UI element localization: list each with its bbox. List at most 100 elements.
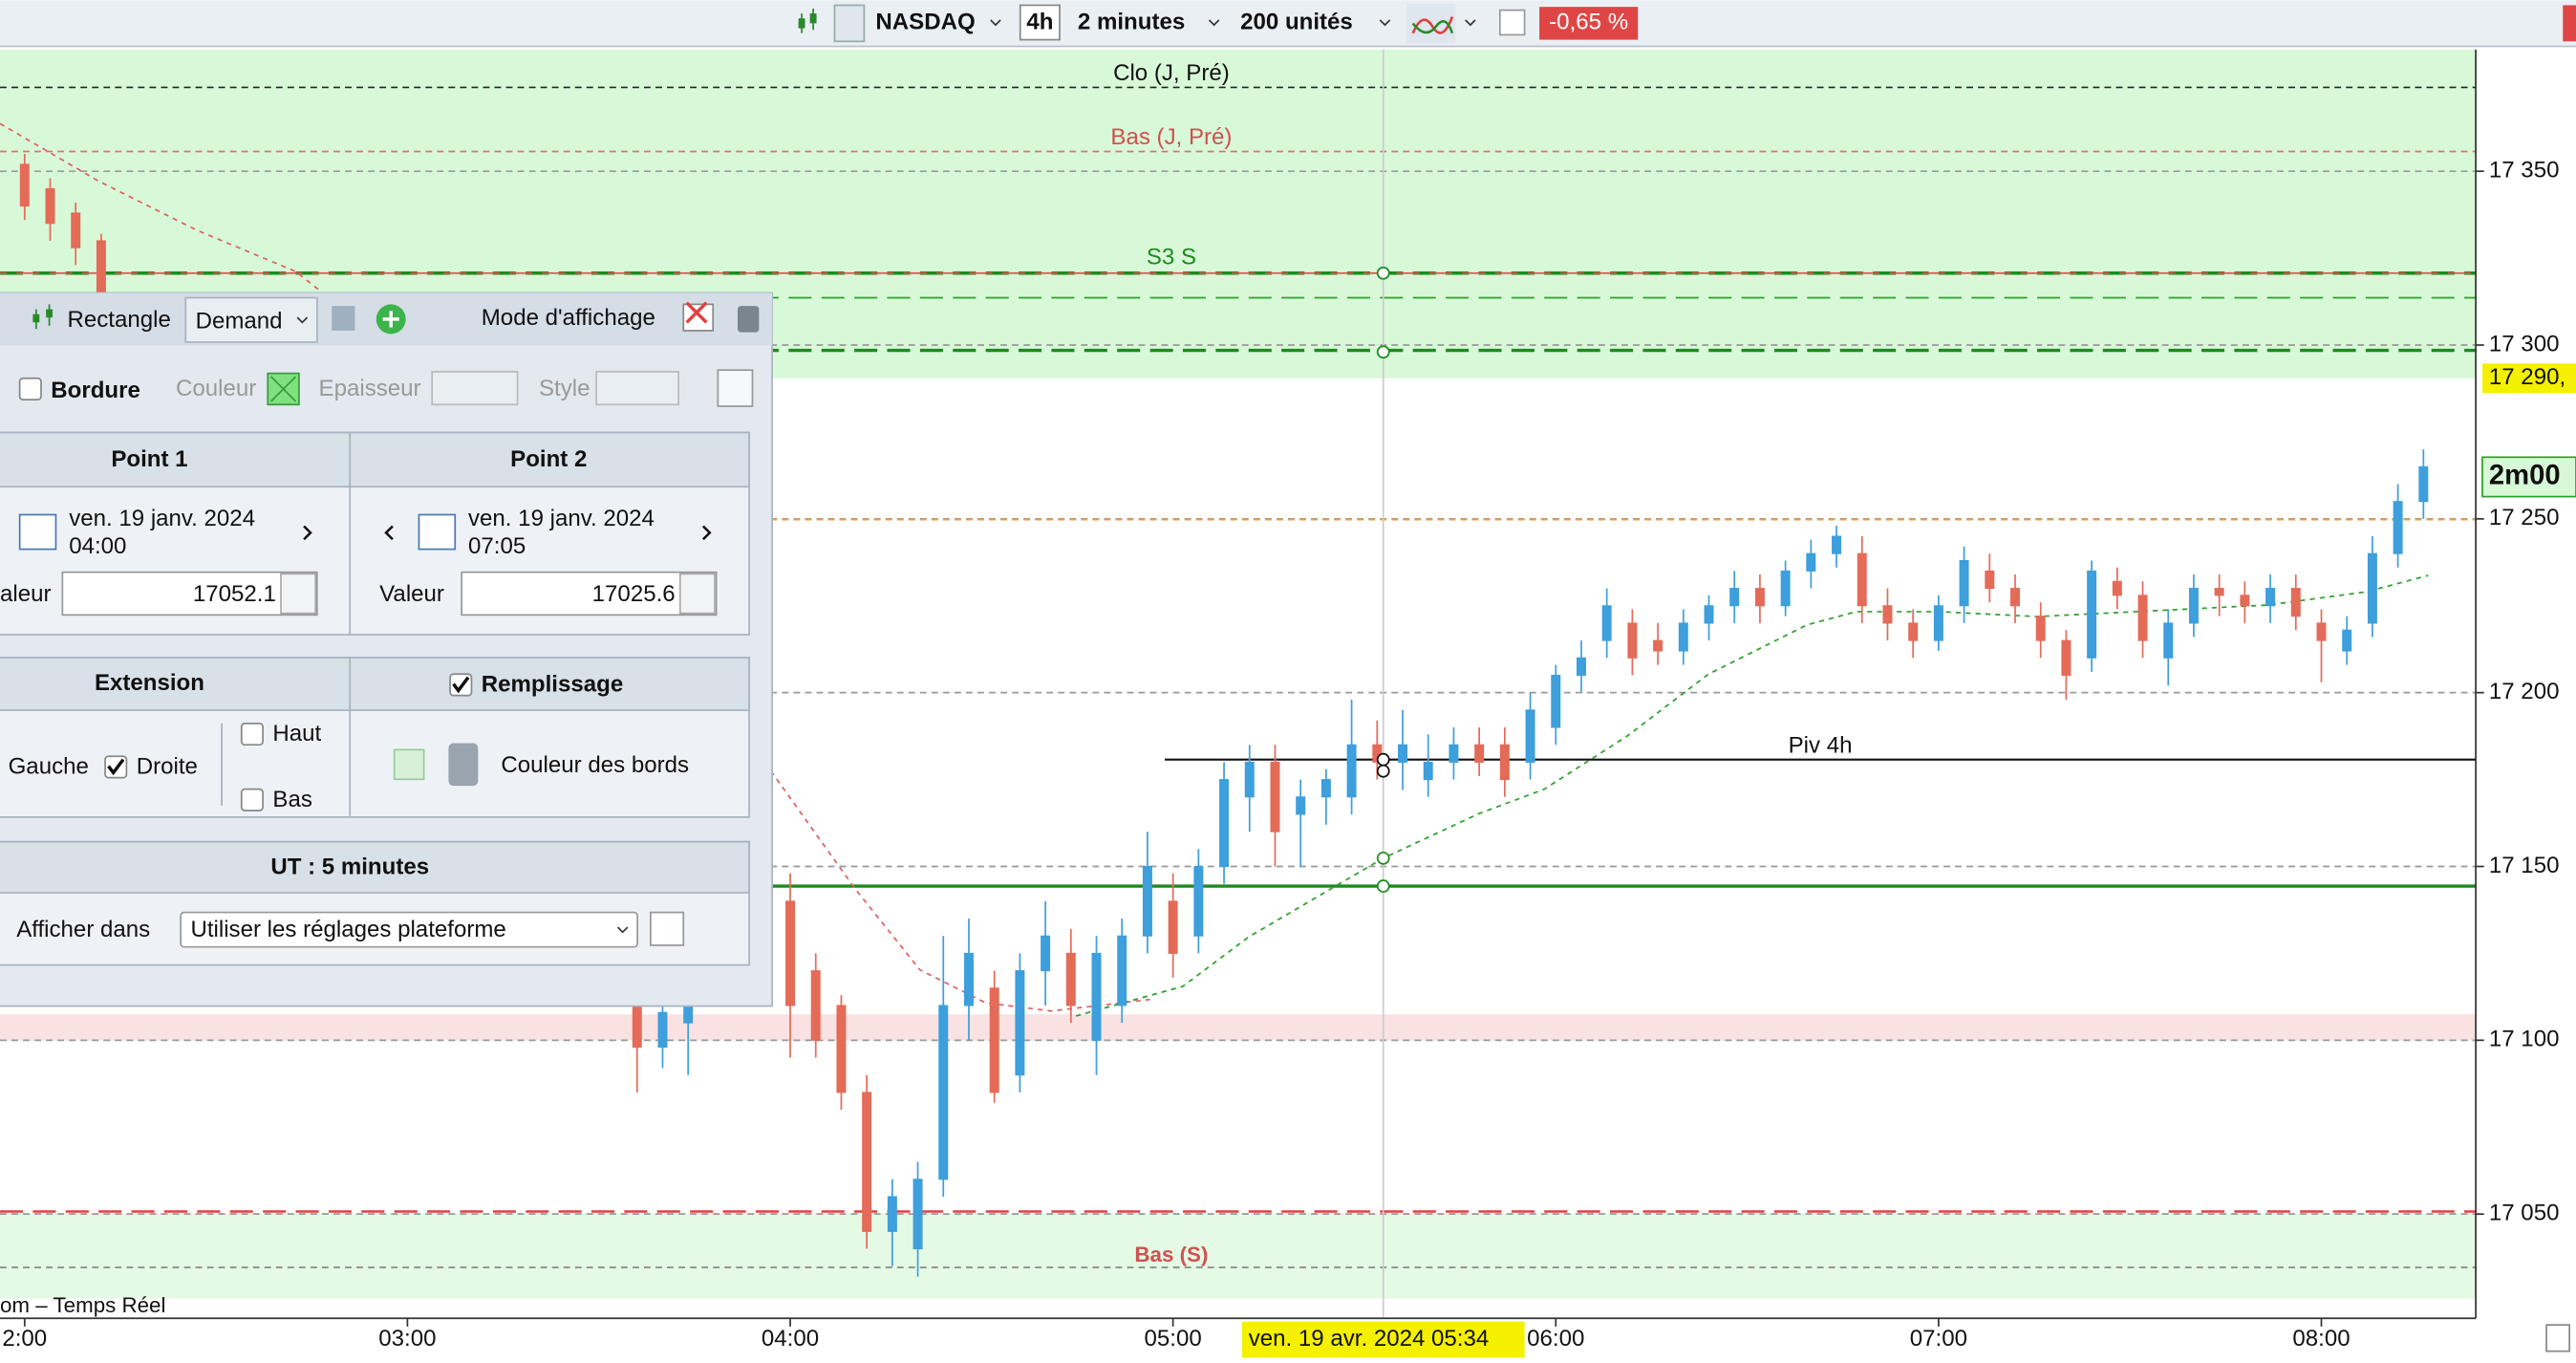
x-tick-label: 03:00 [378, 1326, 436, 1352]
dropdown-arrow [616, 926, 629, 934]
candle-body [2010, 588, 2020, 607]
anchor[interactable] [1376, 879, 1390, 893]
candle-body [1091, 952, 1102, 1041]
point2-value[interactable]: 17025.6 [592, 581, 676, 607]
link-button[interactable] [833, 4, 866, 43]
display-mode-icon [685, 301, 708, 324]
candle-body [1959, 559, 1969, 607]
anchor[interactable] [1376, 266, 1390, 280]
next-arrow[interactable] [701, 525, 712, 541]
value-input[interactable] [461, 571, 718, 617]
fill-swatch[interactable] [393, 748, 425, 781]
fill-label[interactable]: Remplissage [482, 672, 623, 698]
candle-body [1168, 900, 1178, 954]
candle-body [1219, 779, 1230, 868]
spinner[interactable] [678, 573, 716, 615]
show-in-value[interactable]: Utiliser les réglages plateforme [190, 917, 505, 942]
border-label[interactable]: Bordure [51, 378, 140, 403]
level-label: Bas (S) [1134, 1243, 1208, 1266]
anchor[interactable] [1376, 851, 1390, 865]
candle-body [1270, 761, 1280, 833]
y-tick-label: 17 250 [2489, 505, 2560, 530]
units[interactable]: 200 unités [1240, 10, 1353, 35]
preset-select[interactable] [184, 296, 318, 343]
candle-body [2137, 595, 2148, 641]
value-input[interactable] [61, 571, 318, 617]
candle-body [1015, 970, 1025, 1076]
zone-green-low [0, 1213, 2477, 1299]
checkbox[interactable] [18, 377, 42, 400]
dropdown-arrow [296, 316, 309, 324]
thickness-select[interactable] [431, 371, 519, 406]
link-icon[interactable] [448, 743, 479, 787]
candle-body [2061, 639, 2072, 677]
spinner[interactable] [280, 573, 316, 615]
symbol[interactable]: NASDAQ [875, 10, 975, 35]
style-select[interactable] [595, 371, 679, 406]
checkbox[interactable] [240, 722, 264, 746]
point1-time: 04:00 [69, 533, 126, 559]
level-label: S3 S [1147, 245, 1196, 270]
show-in-label: Afficher dans [16, 917, 150, 942]
anchor[interactable] [1376, 752, 1390, 767]
more-button[interactable] [717, 369, 754, 407]
candles [19, 153, 2429, 1277]
check [452, 676, 470, 694]
tool-name: Rectangle [67, 307, 170, 333]
add-icon [382, 311, 399, 328]
show-in-select[interactable] [180, 911, 638, 948]
timer-badge: 2m00 [2489, 461, 2561, 491]
anchor[interactable] [1376, 764, 1390, 778]
border-color-label: Couleur des bords [501, 752, 689, 778]
candle-body [1244, 761, 1255, 798]
indicator-icon [1411, 20, 1454, 34]
dropdown-arrow [1465, 19, 1476, 27]
candle-body [1525, 709, 1535, 763]
right-label[interactable]: Droite [137, 754, 198, 780]
period-box[interactable] [1019, 4, 1061, 41]
extension-title: Extension [95, 670, 204, 696]
info-button[interactable] [1498, 9, 1526, 36]
top-label[interactable]: Haut [272, 721, 321, 746]
candle-body [1882, 605, 1893, 624]
candle-body [2035, 616, 2046, 641]
checkbox[interactable] [240, 788, 264, 811]
candle-body [1704, 605, 1714, 624]
point1-value[interactable]: 17052.1 [193, 581, 276, 607]
settings-panel: Rectangle Demand Mode d'affichage Bordur… [0, 292, 773, 1007]
save-button[interactable] [332, 306, 355, 331]
chart-type-icon[interactable] [798, 8, 817, 33]
preset[interactable]: Demand [196, 309, 283, 335]
close-button[interactable] [2563, 5, 2576, 42]
delete-button[interactable] [738, 306, 760, 333]
candle-body [71, 212, 81, 249]
calendar-icon[interactable] [418, 513, 457, 551]
anchor[interactable] [1376, 345, 1390, 359]
candle-body [862, 1092, 872, 1232]
prev-arrow[interactable] [384, 525, 394, 541]
x-tick-label: 2:00 [2, 1326, 47, 1352]
dropdown-arrow [1379, 19, 1391, 27]
corner-button[interactable] [2545, 1324, 2570, 1352]
y-tick-label: 17 050 [2489, 1201, 2560, 1226]
point1-date: ven. 19 janv. 2024 [69, 506, 255, 531]
value-label: Valeur [379, 581, 444, 607]
display-mode[interactable]: Mode d'affichage [482, 305, 655, 331]
display-mode-icon[interactable] [682, 303, 715, 332]
candle-body [2214, 588, 2224, 596]
interval[interactable]: 2 minutes [1078, 10, 1185, 35]
bottom-label[interactable]: Bas [272, 787, 311, 812]
candle-body [1933, 605, 1943, 641]
calendar-icon[interactable] [18, 513, 57, 551]
candle-body [1193, 865, 1204, 937]
points-header [0, 431, 750, 488]
candle-body [1296, 796, 1306, 815]
color-label: Couleur [176, 376, 256, 401]
period[interactable]: 4h [1026, 10, 1053, 35]
candle-body [2316, 622, 2327, 641]
check [107, 758, 125, 776]
settings-button[interactable] [650, 911, 685, 946]
next-arrow[interactable] [303, 525, 312, 541]
toolbar [0, 0, 2576, 47]
